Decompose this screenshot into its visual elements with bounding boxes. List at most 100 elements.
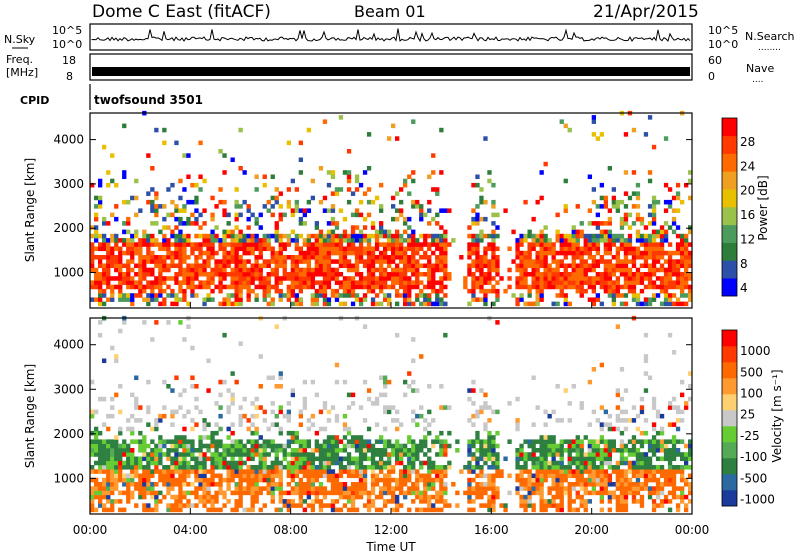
power-echo-cell	[362, 276, 368, 281]
velocity-echo-cell	[242, 396, 247, 402]
power-echo-cell	[567, 127, 572, 133]
velocity-echo-cell	[338, 486, 344, 491]
power-echo-cell	[362, 238, 368, 243]
power-echo-cell	[338, 233, 344, 239]
power-echo-cell	[366, 212, 372, 218]
power-echo-cell	[102, 301, 107, 307]
velocity-echo-cell	[158, 499, 163, 504]
velocity-echo-cell	[234, 507, 239, 513]
power-echo-cell	[543, 225, 548, 230]
power-echo-cell	[202, 267, 207, 273]
velocity-echo-cell	[210, 460, 215, 466]
velocity-echo-cell	[487, 473, 492, 479]
velocity-echo-cell	[206, 469, 211, 474]
velocity-echo-cell	[330, 439, 336, 444]
velocity-echo-cell	[403, 469, 408, 474]
velocity-echo-cell	[374, 482, 380, 487]
power-echo-cell	[583, 263, 588, 269]
velocity-echo-cell	[531, 456, 536, 462]
power-echo-cell	[106, 238, 111, 243]
power-echo-cell	[503, 208, 508, 213]
power-echo-cell	[110, 246, 115, 252]
power-echo-cell	[543, 233, 548, 239]
power-echo-cell	[435, 246, 440, 252]
velocity-echo-cell	[563, 469, 568, 474]
power-echo-cell	[178, 242, 183, 247]
power-echo-cell	[575, 267, 580, 273]
power-echo-cell	[114, 246, 119, 252]
velocity-echo-cell	[210, 499, 215, 504]
velocity-echo-cell	[563, 439, 568, 444]
power-echo-cell	[387, 284, 392, 290]
power-echo-cell	[190, 263, 195, 269]
power-echo-cell	[294, 208, 300, 213]
power-echo-cell	[399, 255, 404, 260]
velocity-echo-cell	[519, 486, 524, 491]
velocity-echo-cell	[635, 465, 641, 470]
power-echo-cell	[627, 272, 633, 277]
power-echo-cell	[531, 238, 536, 243]
velocity-echo-cell	[102, 490, 107, 496]
power-echo-cell	[350, 288, 356, 294]
power-echo-cell	[531, 233, 536, 239]
velocity-echo-cell	[222, 456, 227, 462]
power-echo-cell	[567, 276, 572, 281]
power-echo-cell	[543, 246, 548, 252]
velocity-echo-cell	[90, 465, 95, 470]
power-echo-cell	[190, 276, 195, 281]
velocity-echo-cell	[110, 482, 115, 487]
velocity-echo-cell	[647, 494, 653, 500]
power-echo-cell	[659, 225, 665, 230]
velocity-echo-cell	[326, 443, 332, 449]
power-echo-cell	[411, 272, 416, 277]
velocity-echo-cell	[567, 482, 572, 487]
power-echo-cell	[282, 276, 287, 281]
power-echo-cell	[306, 246, 312, 252]
power-echo-cell	[680, 238, 685, 243]
velocity-echo-cell	[210, 477, 215, 483]
power-echo-cell	[338, 242, 344, 247]
velocity-echo-cell	[639, 439, 645, 444]
power-echo-cell	[342, 301, 348, 307]
power-echo-cell	[635, 212, 641, 218]
velocity-echo-cell	[170, 439, 175, 444]
velocity-echo-cell	[218, 490, 223, 496]
velocity-echo-cell	[326, 477, 332, 483]
velocity-echo-cell	[471, 439, 476, 444]
power-echo-cell	[507, 276, 512, 281]
velocity-echo-cell	[274, 507, 279, 513]
velocity-echo-cell	[358, 490, 364, 496]
power-echo-cell	[427, 263, 432, 269]
velocity-echo-cell	[190, 448, 195, 453]
power-echo-cell	[503, 288, 508, 294]
velocity-colorbar-swatch	[722, 394, 737, 411]
power-echo-cell	[194, 199, 199, 205]
velocity-echo-cell	[346, 490, 352, 496]
velocity-echo-cell	[587, 469, 593, 474]
velocity-echo-cell	[555, 503, 560, 508]
velocity-echo-cell	[258, 448, 263, 453]
power-echo-cell	[154, 293, 159, 298]
velocity-echo-cell	[178, 494, 183, 500]
velocity-echo-cell	[615, 388, 621, 393]
power-echo-cell	[415, 259, 420, 264]
velocity-echo-cell	[443, 499, 448, 504]
velocity-echo-cell	[567, 494, 572, 500]
power-echo-cell	[270, 255, 275, 260]
power-echo-cell	[607, 242, 613, 247]
velocity-echo-cell	[539, 477, 544, 483]
velocity-echo-cell	[370, 443, 376, 449]
power-echo-cell	[290, 280, 296, 285]
velocity-echo-cell	[146, 409, 151, 415]
power-echo-cell	[334, 272, 340, 277]
power-echo-cell	[551, 242, 556, 247]
power-echo-cell	[671, 229, 677, 235]
velocity-echo-cell	[142, 469, 147, 474]
velocity-echo-cell	[427, 499, 432, 504]
velocity-echo-cell	[94, 477, 99, 483]
power-echo-cell	[274, 221, 279, 226]
power-echo-cell	[150, 199, 155, 205]
velocity-echo-cell	[278, 448, 283, 453]
velocity-echo-cell	[90, 413, 95, 419]
velocity-echo-cell	[631, 499, 637, 504]
